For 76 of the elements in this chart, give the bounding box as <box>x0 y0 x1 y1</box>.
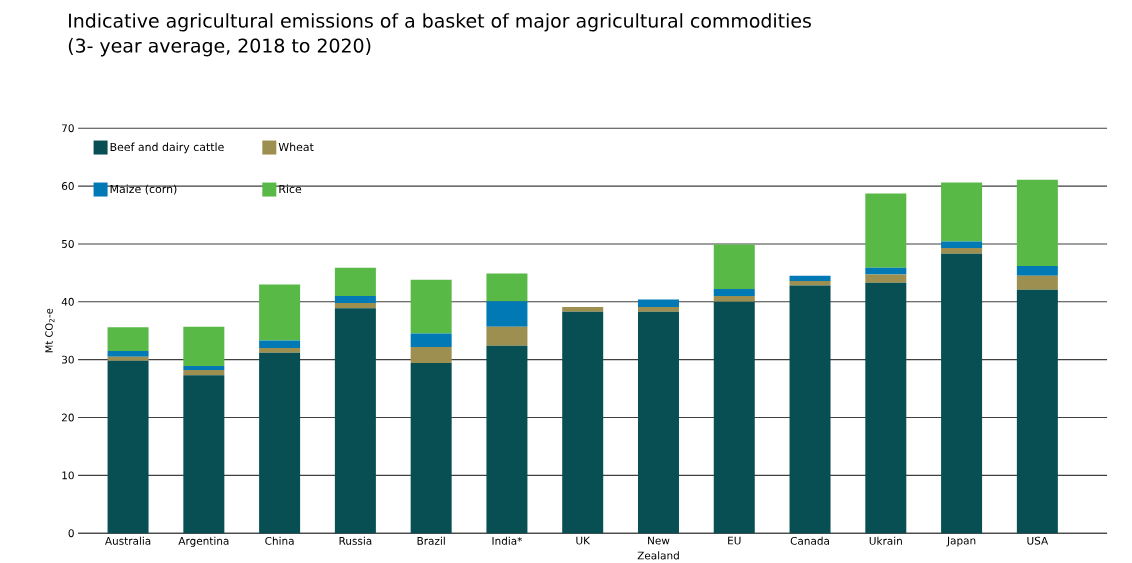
bar <box>410 333 452 348</box>
bar <box>865 282 907 534</box>
bar <box>1016 289 1058 534</box>
x-tick-label: New Zealand <box>637 536 679 560</box>
bar <box>713 244 755 290</box>
y-tick-label: 60 <box>61 182 74 191</box>
bar <box>486 345 528 534</box>
bar <box>941 182 983 242</box>
y-tick-label: 70 <box>62 124 74 133</box>
bar <box>637 311 679 534</box>
y-tick-label: 40 <box>61 297 74 306</box>
bar <box>107 327 149 352</box>
chart-title: Indicative agricultural emissions of a basket of major agricultural commodities <box>69 13 811 32</box>
bar <box>183 375 225 534</box>
y-tick-label: 10 <box>62 471 74 480</box>
y-tick-label: 0 <box>68 529 74 538</box>
x-tick-label: Russia <box>339 536 372 545</box>
bar <box>941 248 983 254</box>
bar <box>789 281 831 286</box>
bar <box>562 307 604 312</box>
x-tick-label: Ukrain <box>869 536 902 545</box>
bar <box>1016 179 1058 267</box>
y-tick-label: 20 <box>61 413 74 422</box>
bar <box>183 326 225 367</box>
x-tick-label: Argentina <box>178 536 229 547</box>
bar <box>334 308 376 534</box>
bar <box>410 347 452 364</box>
bar <box>334 296 376 304</box>
x-tick-label: Japan <box>946 536 976 547</box>
bar <box>259 352 301 534</box>
chart-subtitle: (3- year average, 2018 to 2020) <box>68 38 371 57</box>
legend-label: Rice <box>279 184 302 194</box>
bar <box>334 303 376 309</box>
bar <box>1016 266 1058 276</box>
bar <box>941 241 983 249</box>
bar <box>1016 275 1058 290</box>
legend-label: Wheat <box>278 142 314 152</box>
x-tick-label: Australia <box>105 536 151 545</box>
x-tick-label: Brazil <box>417 536 445 545</box>
x-tick-label: India* <box>492 536 523 545</box>
legend-label: Maize (corn) <box>110 184 177 195</box>
x-tick-label: EU <box>728 536 741 545</box>
bar <box>941 253 983 534</box>
bar <box>637 299 679 308</box>
bar <box>259 348 301 353</box>
bar <box>486 326 528 346</box>
bar <box>713 289 755 297</box>
bar <box>107 360 149 534</box>
bar <box>259 284 301 341</box>
bar <box>713 296 755 302</box>
bar <box>486 301 528 327</box>
legend-label: Beef and dairy cattle <box>110 142 224 154</box>
bar <box>789 285 831 534</box>
bar <box>637 307 679 312</box>
bar <box>410 279 452 334</box>
bar <box>183 370 225 376</box>
y-axis-title: Mt CO$_{2}$-e <box>45 308 55 353</box>
bar <box>107 356 149 361</box>
bar <box>865 267 907 275</box>
x-tick-label: China <box>265 536 294 545</box>
bar <box>865 193 907 268</box>
bar <box>410 363 452 534</box>
x-tick-label: USA <box>1027 536 1049 545</box>
bar <box>259 340 301 349</box>
bar <box>183 366 225 371</box>
bar <box>562 311 604 534</box>
y-tick-label: 50 <box>62 240 74 248</box>
bar <box>789 275 831 282</box>
bar <box>486 273 528 302</box>
y-tick-label: 30 <box>62 355 74 364</box>
bar <box>334 267 376 297</box>
x-tick-label: UK <box>576 536 591 545</box>
x-tick-label: Canada <box>790 536 829 545</box>
bar <box>713 301 755 534</box>
bar <box>107 351 149 357</box>
bar <box>865 274 907 283</box>
